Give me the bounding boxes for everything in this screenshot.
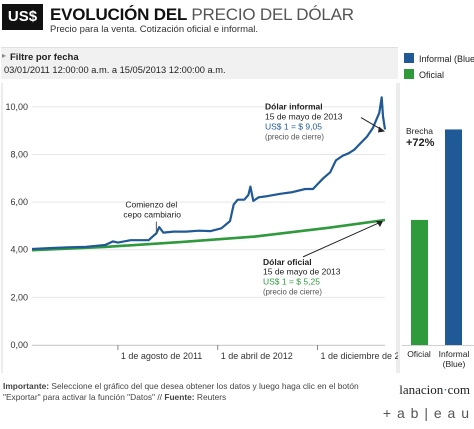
- annotation-oficial-title: Dólar oficial: [263, 257, 312, 267]
- title-part-1: EVOLUCIÓN DEL: [50, 5, 192, 24]
- y-tick-label: 8,00: [10, 149, 28, 159]
- annotation-oficial-leader: [302, 221, 382, 258]
- x-tick-label: 1 de diciembre de 2012: [321, 351, 398, 361]
- brand-dot: ·: [443, 382, 448, 397]
- series-line-oficial: [31, 218, 386, 252]
- annotation-informal-date: 15 de mayo de 2013: [265, 111, 343, 121]
- line-chart[interactable]: 0,00 2,00 4,00 6,00 8,00 10,00 1 de agosto de …: [0, 83, 398, 373]
- brand-a: lanacion: [399, 382, 444, 397]
- annotation-informal-value: US$ 1 = $ 9,05: [265, 121, 322, 131]
- legend-item-oficial[interactable]: Oficial: [404, 69, 444, 81]
- page-title: EVOLUCIÓN DEL PRECIO DEL DÓLAR: [50, 5, 354, 25]
- filter-arrow-icon[interactable]: ▸: [2, 51, 7, 60]
- annotation-informal-arrowhead: [378, 126, 385, 133]
- bar-label-oficial: Oficial: [407, 349, 431, 359]
- bar-informal: [445, 129, 462, 345]
- note-text: Seleccione el gráfico del que desea obte…: [3, 381, 359, 402]
- date-filter[interactable]: ▸ Filtre por fecha 03/01/2011 12:00:00 a…: [1, 47, 398, 79]
- annotation-oficial-arrowhead: [376, 220, 383, 227]
- annotation-oficial-date: 15 de mayo de 2013: [263, 267, 341, 277]
- tableau-logo[interactable]: + a b | e a u: [382, 405, 470, 421]
- annotation-informal-note: (precio de cierre): [265, 132, 324, 141]
- lanacion-logo[interactable]: lanacion·com: [399, 382, 470, 398]
- brecha-label: Brecha: [406, 126, 433, 136]
- filter-value[interactable]: 03/01/2011 12:00:00 a.m. a 15/05/2013 12…: [4, 65, 226, 75]
- legend-label-oficial: Oficial: [419, 70, 445, 80]
- y-tick-label: 6,00: [10, 197, 28, 207]
- legend-item-informal[interactable]: Informal (Blue): [404, 53, 474, 65]
- legend: Informal (Blue) Oficial: [398, 47, 474, 81]
- brecha-value: +72%: [406, 137, 435, 149]
- legend-swatch-oficial: [404, 69, 414, 79]
- legend-label-informal: Informal (Blue): [419, 54, 474, 64]
- bar-label-informal-2: (Blue): [443, 359, 466, 369]
- annotation-oficial-value: US$ 1 = $ 5,25: [263, 277, 320, 287]
- note-important-label: Importante:: [3, 381, 50, 391]
- annotation-informal-title: Dólar informal: [265, 102, 323, 112]
- title-part-2: PRECIO DEL DÓLAR: [191, 5, 354, 24]
- annotation-cepo-1: Comienzo del: [125, 199, 177, 209]
- header: US$ EVOLUCIÓN DEL PRECIO DEL DÓLAR Preci…: [0, 0, 474, 48]
- footer-note: Importante: Seleccione el gráfico del qu…: [3, 381, 395, 403]
- gap-bar-chart[interactable]: Brecha+72% Oficial Informal(Blue): [398, 83, 474, 373]
- usd-logo: US$: [2, 4, 43, 30]
- y-tick-label: 4,00: [10, 245, 28, 255]
- x-tick-label: 1 de abril de 2012: [221, 351, 293, 361]
- annotation-cepo-2: cepo cambiario: [123, 209, 181, 219]
- filter-label: Filtre por fecha: [10, 52, 79, 63]
- note-source: Reuters: [194, 392, 227, 402]
- page-subtitle: Precio para la venta. Cotización oficial…: [50, 24, 259, 35]
- legend-swatch-informal: [404, 53, 414, 63]
- brand-b: com: [447, 382, 470, 397]
- note-source-label: Fuente:: [162, 392, 195, 402]
- series-line-informal: [31, 96, 387, 251]
- annotation-oficial-note: (precio de cierre): [263, 288, 322, 297]
- bar-label-informal-1: Informal: [439, 349, 470, 359]
- y-tick-label: 10,00: [5, 102, 28, 112]
- bar-oficial: [411, 219, 428, 345]
- y-tick-label: 0,00: [10, 340, 28, 350]
- chart-background: [0, 83, 398, 373]
- x-tick-label: 1 de agosto de 2011: [121, 351, 202, 361]
- footer: Importante: Seleccione el gráfico del qu…: [0, 378, 474, 429]
- y-tick-label: 2,00: [10, 292, 28, 302]
